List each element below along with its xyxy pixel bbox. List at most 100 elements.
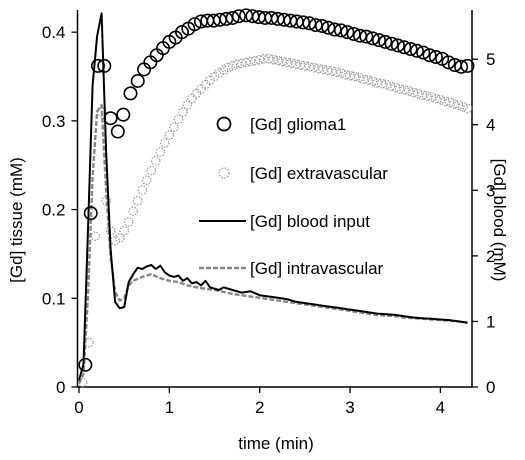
extravascular-point xyxy=(250,55,261,66)
extravascular-point xyxy=(440,96,450,107)
glioma1-point xyxy=(422,48,437,63)
y-right-tick-label: 1 xyxy=(486,312,495,331)
extravascular-point xyxy=(313,63,324,74)
extravascular-point xyxy=(390,82,401,93)
extravascular-point xyxy=(354,72,364,83)
extravascular-point xyxy=(304,61,315,72)
x-tick-label: 2 xyxy=(255,398,264,417)
extravascular-point xyxy=(449,99,459,109)
extravascular-point xyxy=(345,70,355,81)
extravascular-point xyxy=(77,377,88,388)
glioma1-point xyxy=(441,55,456,70)
glioma1-point xyxy=(130,73,145,88)
extravascular-point xyxy=(90,231,101,242)
extravascular-point xyxy=(318,64,328,75)
extravascular-point xyxy=(259,53,270,64)
y-right-tick-label: 0 xyxy=(486,378,495,397)
extravascular-point xyxy=(164,130,175,140)
extravascular-point xyxy=(132,195,143,206)
extravascular-point xyxy=(421,91,432,101)
extravascular-point xyxy=(232,59,242,69)
extravascular-point xyxy=(169,122,179,132)
glioma1-point xyxy=(428,50,443,65)
extravascular-point xyxy=(331,67,342,77)
legend-label: [Gd] blood input xyxy=(250,212,370,231)
extravascular-point xyxy=(214,68,224,78)
extravascular-point xyxy=(123,217,134,227)
y-axis-label-left: [Gd] tissue (mM) xyxy=(7,157,26,283)
extravascular-point xyxy=(159,138,170,148)
extravascular-point xyxy=(236,58,247,69)
extravascular-point xyxy=(381,79,392,90)
glioma1-point xyxy=(97,58,112,73)
extravascular-point xyxy=(435,94,446,105)
x-tick-label: 1 xyxy=(165,398,174,417)
extravascular-point xyxy=(178,107,188,117)
extravascular-point xyxy=(309,62,319,73)
glioma1-point xyxy=(359,29,374,44)
extravascular-point xyxy=(322,65,333,76)
extravascular-point xyxy=(173,114,184,124)
extravascular-point xyxy=(277,56,288,67)
extravascular-point xyxy=(119,226,130,236)
extravascular-point xyxy=(272,55,283,66)
extravascular-point xyxy=(241,57,251,68)
y-right-tick-label: 5 xyxy=(486,50,495,69)
glioma1-point xyxy=(78,357,93,372)
glioma1-point xyxy=(371,33,386,48)
extravascular-point xyxy=(417,90,428,101)
extravascular-point xyxy=(340,69,351,80)
y-right-tick-label: 2 xyxy=(486,247,495,266)
glioma1-point xyxy=(416,45,431,60)
extravascular-point xyxy=(245,56,256,67)
glioma1-point xyxy=(390,38,405,53)
extravascular-point xyxy=(426,92,437,102)
y-right-tick-label: 3 xyxy=(486,181,495,200)
y-left-tick-label: 0.4 xyxy=(42,23,66,42)
x-tick-label: 4 xyxy=(436,398,445,417)
legend-label: [Gd] intravascular xyxy=(250,259,384,278)
series-intravascular-line xyxy=(77,103,468,385)
glioma1-point xyxy=(231,9,246,24)
extravascular-point xyxy=(227,61,238,71)
y-left-tick-label: 0.2 xyxy=(42,201,66,220)
glioma1-point xyxy=(110,124,125,139)
glioma1-point xyxy=(187,17,202,32)
glioma1-point xyxy=(123,86,138,101)
extravascular-point xyxy=(187,93,197,104)
glioma1-point xyxy=(225,10,240,25)
extravascular-point xyxy=(218,65,229,76)
extravascular-point xyxy=(462,103,473,114)
extravascular-point xyxy=(403,85,414,96)
glioma1-point xyxy=(103,111,118,126)
extravascular-point xyxy=(254,54,265,65)
extravascular-point xyxy=(128,206,139,217)
x-tick-label: 0 xyxy=(74,398,83,417)
extravascular-point xyxy=(223,62,233,73)
extravascular-point xyxy=(141,175,152,186)
x-axis-label: time (min) xyxy=(238,434,314,453)
extravascular-point xyxy=(263,53,274,64)
extravascular-point xyxy=(286,58,297,69)
extravascular-point xyxy=(295,60,306,70)
glioma1-point xyxy=(90,58,105,73)
extravascular-point xyxy=(300,61,310,71)
extravascular-point xyxy=(399,84,410,95)
glioma1-point xyxy=(460,58,475,73)
extravascular-point xyxy=(444,97,455,108)
glioma1-point xyxy=(409,43,424,58)
y-axis-label-right: [Gd] blood (mM) xyxy=(490,159,509,282)
glioma1-point xyxy=(384,36,399,51)
extravascular-point xyxy=(376,78,387,89)
glioma1-point xyxy=(378,34,393,49)
legend: [Gd] glioma1 [Gd] extravascular [Gd] blood… xyxy=(199,115,388,278)
extravascular-point xyxy=(453,100,464,110)
glioma1-point xyxy=(83,206,98,221)
series-blood-input-line xyxy=(78,12,468,381)
extravascular-point xyxy=(367,76,378,86)
legend-marker-extravascular xyxy=(218,167,230,179)
extravascular-point xyxy=(182,100,193,110)
glioma1-point xyxy=(315,18,330,33)
y-left-tick-label: 0.3 xyxy=(42,112,66,131)
